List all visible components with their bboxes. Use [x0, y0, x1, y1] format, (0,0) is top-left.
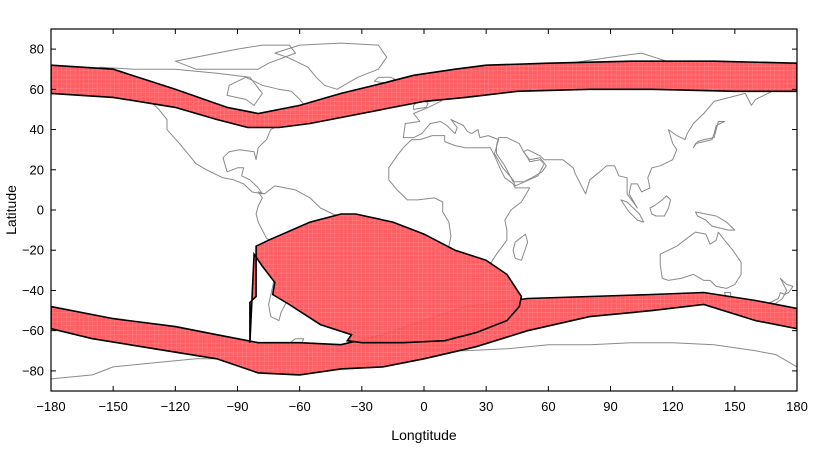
x-tick-label: 0 — [420, 399, 427, 414]
region-northern-band — [51, 60, 797, 129]
coastline-new-guinea — [695, 211, 736, 231]
coastline-australia — [659, 231, 742, 289]
map-plot-area — [51, 42, 797, 380]
x-axis-title: Longtitude — [391, 427, 457, 443]
coastline-eurasia — [402, 52, 797, 209]
coastline-japan — [692, 121, 725, 149]
x-axis: −180 −150 −120 −90 −60 −30 0 30 60 90 120 150 180 — [36, 29, 808, 414]
region-layer — [51, 60, 797, 376]
x-tick-label: −90 — [226, 399, 248, 414]
coastline-madagascar — [512, 233, 529, 261]
x-tick-label: 120 — [662, 399, 684, 414]
coastline-borneo — [649, 195, 672, 217]
x-tick-label: 90 — [603, 399, 617, 414]
x-tick-label: −60 — [289, 399, 311, 414]
y-tick-label: −20 — [22, 243, 44, 258]
y-axis-title: Latitude — [3, 185, 19, 235]
x-tick-label: −120 — [161, 399, 190, 414]
coastline-canadian-islands — [174, 44, 296, 70]
coastline-new-zealand — [769, 277, 794, 305]
y-tick-label: 40 — [30, 122, 44, 137]
x-tick-label: −30 — [351, 399, 373, 414]
coastline-africa — [388, 135, 531, 279]
y-tick-label: −60 — [22, 323, 44, 338]
region-south-atlantic — [249, 213, 523, 344]
coastline-arabia — [496, 137, 547, 183]
y-tick-label: 60 — [30, 82, 44, 97]
x-tick-label: 150 — [724, 399, 746, 414]
y-tick-label: −80 — [22, 363, 44, 378]
y-tick-label: 80 — [30, 42, 44, 57]
coastline-greenland — [274, 42, 388, 90]
y-tick-label: −40 — [22, 283, 44, 298]
coastline-north-america — [75, 66, 309, 195]
coastline-sumatra — [620, 199, 645, 223]
x-tick-label: 30 — [479, 399, 493, 414]
y-axis: −80 −60 −40 −20 0 20 40 60 80 — [22, 42, 797, 378]
x-tick-label: −150 — [99, 399, 128, 414]
x-tick-label: −180 — [36, 399, 65, 414]
x-tick-label: 60 — [541, 399, 555, 414]
x-tick-label: 180 — [786, 399, 808, 414]
y-tick-label: 20 — [30, 162, 44, 177]
y-tick-label: 0 — [37, 203, 44, 218]
